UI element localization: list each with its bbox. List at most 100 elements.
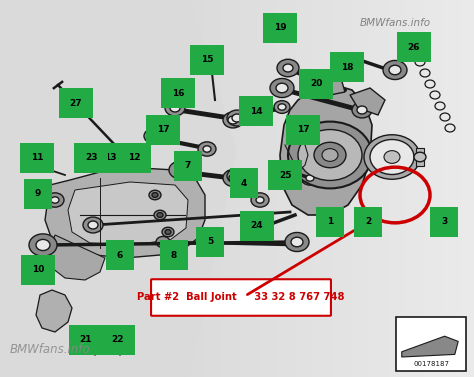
Circle shape xyxy=(223,112,243,128)
Circle shape xyxy=(36,239,50,251)
Text: 25: 25 xyxy=(279,170,291,179)
Text: 6: 6 xyxy=(117,250,123,259)
Circle shape xyxy=(29,234,57,256)
Circle shape xyxy=(389,65,401,75)
Text: 20: 20 xyxy=(310,80,322,89)
Circle shape xyxy=(322,149,338,161)
Circle shape xyxy=(154,210,166,220)
Circle shape xyxy=(167,247,181,257)
Circle shape xyxy=(227,169,245,183)
Polygon shape xyxy=(402,336,458,357)
Circle shape xyxy=(169,161,191,179)
Circle shape xyxy=(198,142,216,156)
Circle shape xyxy=(113,158,123,166)
Text: 18: 18 xyxy=(341,63,353,72)
Text: 21: 21 xyxy=(80,336,92,345)
Polygon shape xyxy=(310,72,345,95)
Text: 4: 4 xyxy=(241,178,247,187)
Circle shape xyxy=(301,171,319,185)
Circle shape xyxy=(149,190,161,200)
Circle shape xyxy=(170,104,180,112)
Text: Part #2  Ball Joint     33 32 8 767 748: Part #2 Ball Joint 33 32 8 767 748 xyxy=(137,293,345,302)
Circle shape xyxy=(203,146,211,152)
Circle shape xyxy=(162,227,174,237)
Text: 14: 14 xyxy=(250,106,262,115)
Circle shape xyxy=(352,102,372,118)
Circle shape xyxy=(88,221,98,229)
Circle shape xyxy=(298,130,362,181)
FancyBboxPatch shape xyxy=(396,317,466,371)
Circle shape xyxy=(288,122,372,188)
Circle shape xyxy=(228,116,238,124)
Polygon shape xyxy=(45,168,205,258)
Circle shape xyxy=(116,252,124,258)
Text: 9: 9 xyxy=(35,190,41,199)
Circle shape xyxy=(88,338,96,344)
Circle shape xyxy=(98,155,112,166)
Text: 15: 15 xyxy=(201,55,213,64)
Circle shape xyxy=(229,174,239,182)
Polygon shape xyxy=(280,85,372,215)
Circle shape xyxy=(383,60,407,80)
Circle shape xyxy=(144,129,162,143)
Text: 10: 10 xyxy=(32,265,44,274)
Text: 11: 11 xyxy=(31,153,43,162)
Circle shape xyxy=(384,151,400,163)
Text: 19: 19 xyxy=(273,23,286,32)
Polygon shape xyxy=(416,148,424,166)
Circle shape xyxy=(283,64,293,72)
Circle shape xyxy=(256,197,264,203)
Circle shape xyxy=(165,230,171,234)
Circle shape xyxy=(364,135,420,179)
Circle shape xyxy=(83,217,103,233)
Text: 7: 7 xyxy=(185,161,191,170)
Circle shape xyxy=(357,106,367,114)
Circle shape xyxy=(253,224,263,232)
Circle shape xyxy=(227,110,247,126)
Text: 17: 17 xyxy=(297,126,310,135)
Circle shape xyxy=(248,220,268,236)
Circle shape xyxy=(277,59,299,77)
Text: 24: 24 xyxy=(251,222,264,230)
Polygon shape xyxy=(350,88,385,115)
Circle shape xyxy=(289,129,307,143)
Text: 12: 12 xyxy=(128,153,140,162)
Polygon shape xyxy=(0,0,237,377)
Circle shape xyxy=(285,233,309,251)
FancyBboxPatch shape xyxy=(151,279,331,316)
Circle shape xyxy=(291,237,303,247)
Circle shape xyxy=(156,236,170,248)
Circle shape xyxy=(377,145,407,169)
Circle shape xyxy=(102,158,108,162)
Text: 13: 13 xyxy=(104,153,116,162)
Text: 2: 2 xyxy=(365,218,371,227)
Circle shape xyxy=(152,193,158,198)
Circle shape xyxy=(149,133,157,139)
Circle shape xyxy=(251,193,269,207)
Circle shape xyxy=(165,100,185,116)
Circle shape xyxy=(157,213,163,218)
Circle shape xyxy=(46,193,64,207)
Circle shape xyxy=(232,173,240,179)
Circle shape xyxy=(276,83,288,93)
Circle shape xyxy=(414,152,426,162)
Text: 17: 17 xyxy=(157,126,169,135)
Text: 3: 3 xyxy=(441,218,447,227)
Circle shape xyxy=(175,166,185,174)
Text: 1: 1 xyxy=(327,218,333,227)
Text: BMWfans.info: BMWfans.info xyxy=(360,18,431,28)
Circle shape xyxy=(370,139,414,175)
Text: 00178187: 00178187 xyxy=(413,361,449,367)
Text: 26: 26 xyxy=(408,43,420,52)
Circle shape xyxy=(223,169,245,187)
Text: 27: 27 xyxy=(70,98,82,107)
Circle shape xyxy=(278,104,286,110)
Polygon shape xyxy=(68,182,188,245)
Text: 22: 22 xyxy=(112,336,124,345)
Circle shape xyxy=(306,175,314,181)
Circle shape xyxy=(314,142,346,168)
Text: 16: 16 xyxy=(172,89,184,98)
Polygon shape xyxy=(50,235,105,280)
Circle shape xyxy=(114,338,122,344)
Circle shape xyxy=(112,249,128,261)
